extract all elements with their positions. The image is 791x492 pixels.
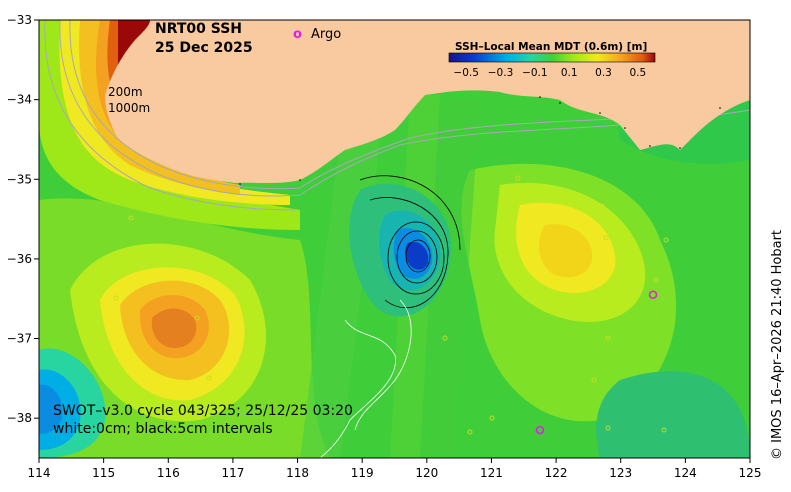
y-tick-label: −33 [7,13,32,27]
positive-anomaly-region [151,308,197,348]
argo-legend-symbol: o [293,27,302,42]
map-title-line2: 25 Dec 2025 [155,40,253,56]
ssh-contours-black [359,175,461,309]
positive-anomaly-region [39,20,300,230]
x-tick-label: 121 [480,466,503,480]
positive-anomaly-region [538,224,593,278]
y-axis: −33 −34 −35 −36 −37 −38 [7,13,39,425]
negative-anomaly-region [39,384,63,434]
x-tick-label: 122 [545,466,568,480]
argo-floats [535,290,658,435]
y-tick-label: −35 [7,172,32,186]
colorbar-tick-label: 0.1 [561,67,578,79]
x-tick-label: 123 [609,466,632,480]
positive-anomaly-region [59,20,291,205]
argo-float-marker [535,425,545,435]
ssh-contours-white [319,299,412,458]
plot-frame [38,19,751,459]
map-title-line1: NRT00 SSH [155,21,242,37]
swot-annotation-line2: white:0cm; black:5cm intervals [53,421,273,437]
x-tick-label: 117 [221,466,244,480]
colorbar-tick-label: −0.1 [522,67,548,79]
colorbar-tick-label: −0.5 [453,67,479,79]
colorbar-tick-label: 0.5 [629,67,646,79]
credit-text: © IMOS 16–Apr–2026 21:40 Hobart [770,230,785,460]
argo-legend-label: Argo [311,27,341,42]
y-tick-label: −34 [7,93,32,107]
x-tick-label: 119 [351,466,374,480]
float-markers [99,175,669,435]
x-tick-label: 114 [28,466,51,480]
coastline-detail [239,96,721,185]
colorbar-tick-label: 0.3 [595,67,612,79]
depth-label-1000m: 1000m [108,101,150,115]
swot-swath [420,100,480,458]
x-tick-label: 125 [739,466,762,480]
x-axis: 114 115 116 117 118 119 120 121 122 123 124 125 [28,458,762,480]
x-tick-label: 124 [674,466,697,480]
y-tick-label: −38 [7,411,32,425]
depth-label-200m: 200m [108,85,143,99]
negative-anomaly-region [596,371,750,458]
colorbar-ticks: −0.5 −0.3 −0.1 0.1 0.3 0.5 [453,67,646,79]
argo-float-marker [648,290,658,300]
colorbar-title: SSH–Local Mean MDT (0.6m) [m] [455,41,647,53]
x-tick-label: 116 [157,466,180,480]
colorbar-tick-label: −0.3 [488,67,514,79]
swot-annotation-line1: SWOT–v3.0 cycle 043/325; 25/12/25 03:20 [53,403,353,419]
x-tick-label: 120 [415,466,438,480]
negative-anomaly-region [405,241,429,270]
y-tick-label: −36 [7,252,32,266]
x-tick-label: 115 [92,466,115,480]
colorbar [448,52,656,63]
x-tick-label: 118 [286,466,309,480]
y-tick-label: −37 [7,332,32,346]
